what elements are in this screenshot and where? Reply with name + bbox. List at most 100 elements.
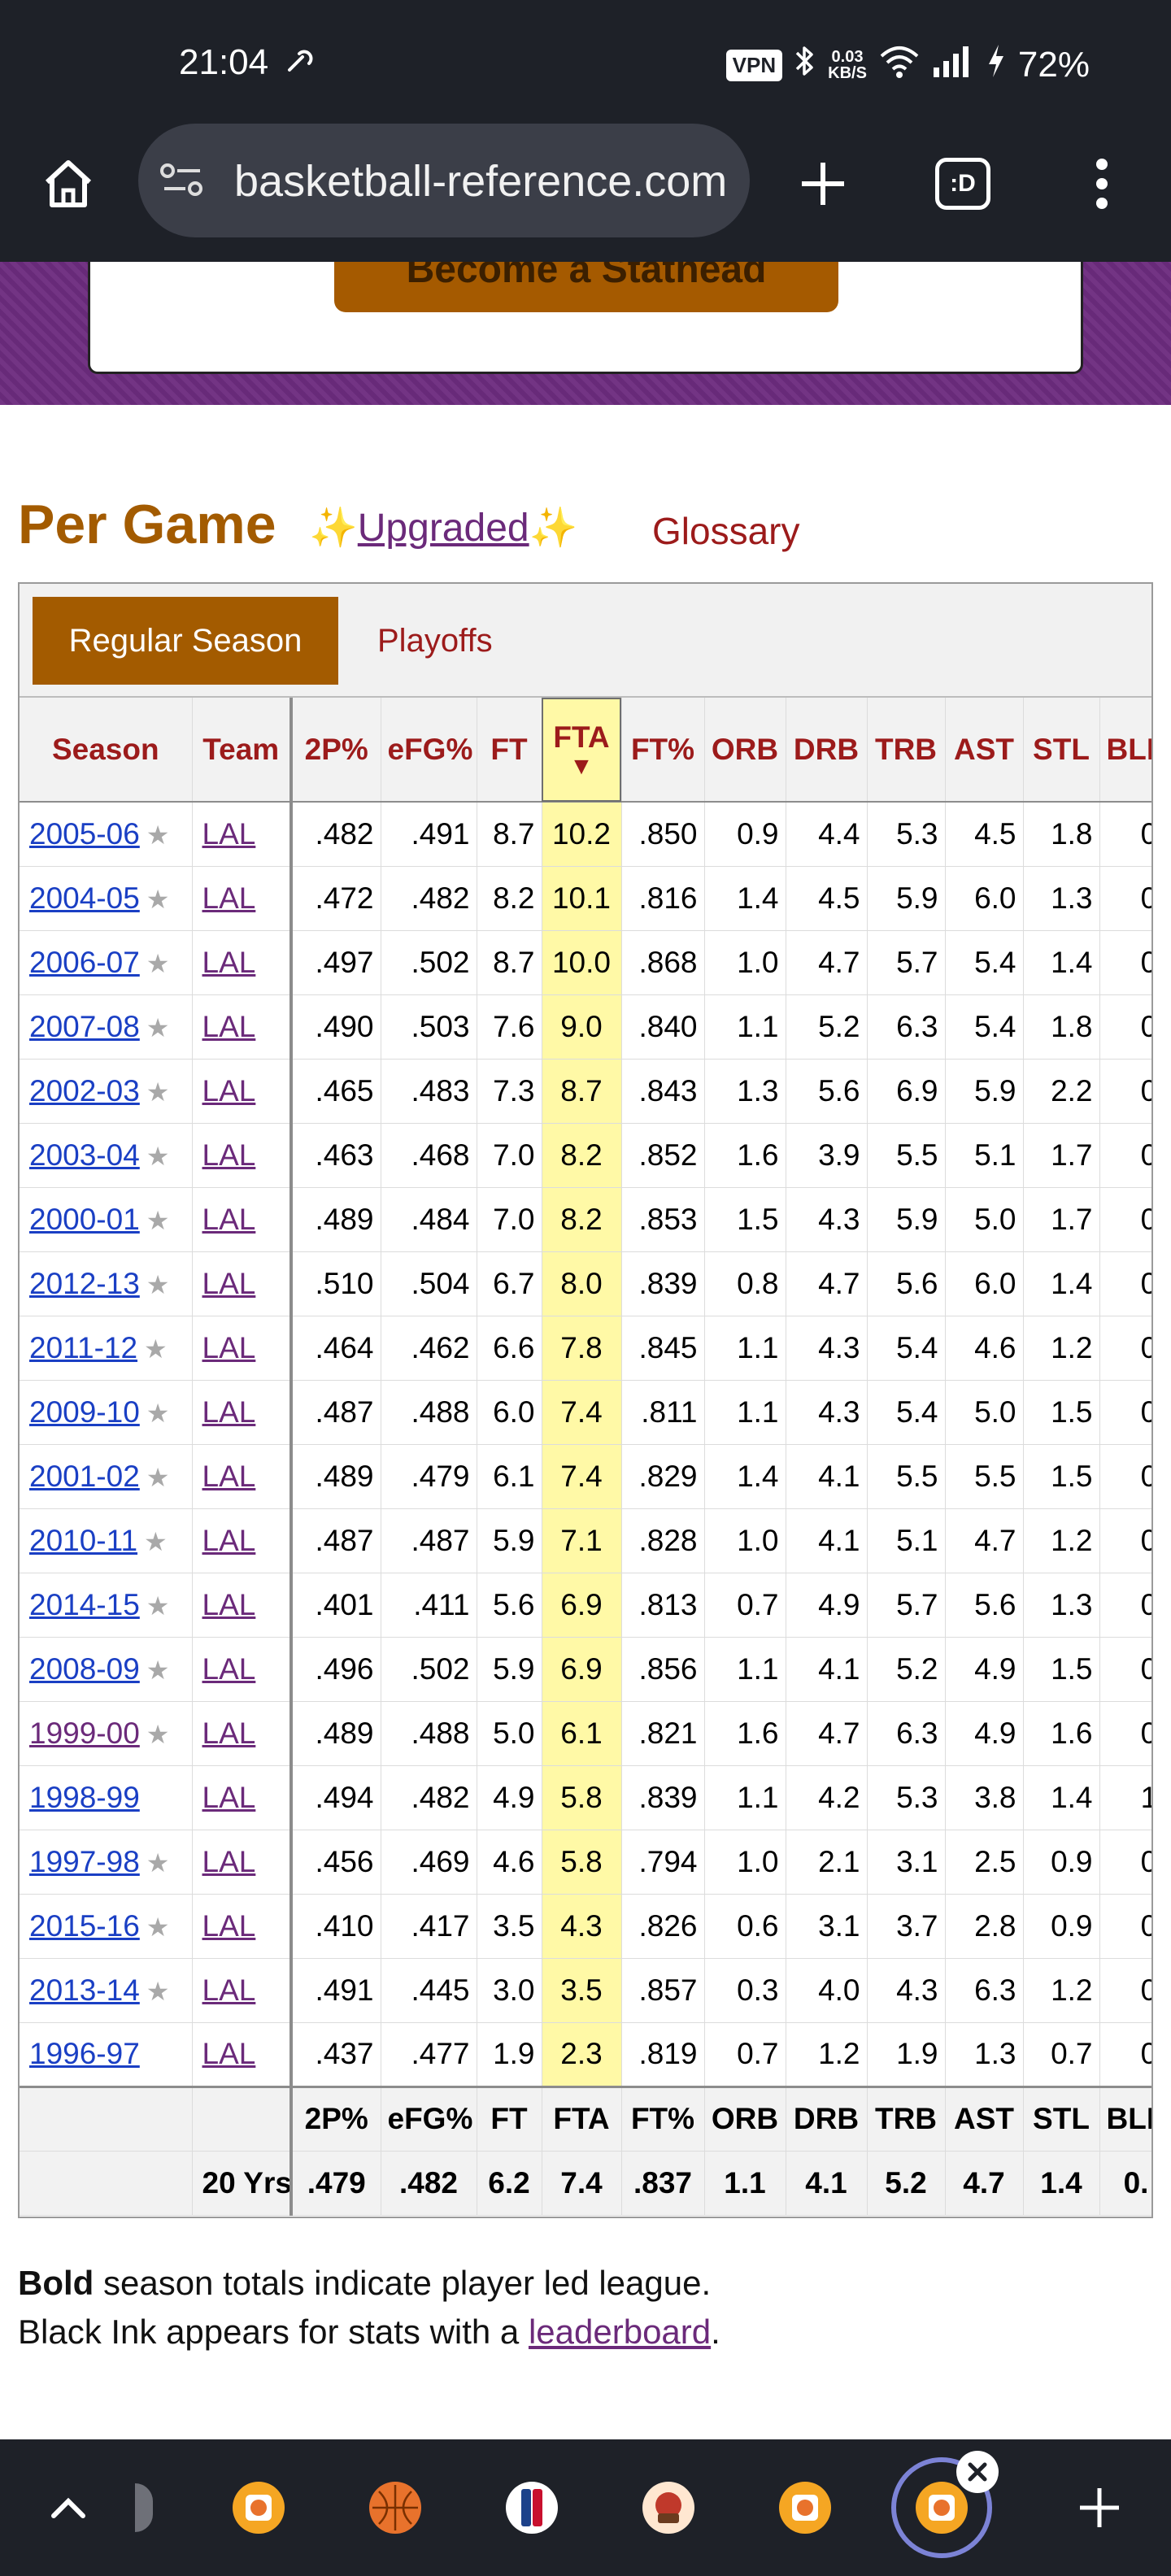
partial-tab-icon[interactable] [135,2483,153,2532]
stat-cell-ft: 7.3 [477,1059,542,1124]
season-link[interactable]: 2004-05 [29,881,140,915]
season-link[interactable]: 1999-00 [29,1716,140,1750]
season-link[interactable]: 2005-06 [29,816,140,851]
team-link[interactable]: LAL [202,1266,256,1300]
col-stl[interactable]: STL [1023,698,1100,803]
team-link[interactable]: LAL [202,1459,256,1493]
stat-cell-ast: 3.8 [945,1765,1024,1830]
col-trb[interactable]: TRB [867,698,946,803]
leaderboard-link[interactable]: leaderboard [528,2313,712,2351]
stat-cell-stl: 1.8 [1023,994,1100,1060]
chevron-up-icon[interactable] [46,2485,91,2535]
col-orb[interactable]: ORB [704,698,786,803]
season-link[interactable]: 2012-13 [29,1266,140,1300]
team-cell: LAL [192,1187,293,1252]
close-tab-button[interactable] [956,2451,999,2493]
stat-cell-fta: 8.2 [542,1187,622,1252]
season-link[interactable]: 2011-12 [29,1330,138,1364]
team-cell: LAL [192,802,293,867]
season-link[interactable]: 2013-14 [29,1973,140,2007]
url-text[interactable]: basketball-reference.com [234,157,728,206]
per-game-table-container[interactable]: Regular Season Playoffs Season Team 2P% … [18,582,1153,2218]
col-drb[interactable]: DRB [786,698,868,803]
season-link[interactable]: 1997-98 [29,1844,140,1878]
home-button[interactable] [36,151,101,216]
upgraded-link[interactable]: Upgraded [357,507,529,550]
col-ft-pct[interactable]: FT% [621,698,705,803]
cafe-favicon[interactable] [642,2482,694,2534]
glossary-link[interactable]: Glossary [652,510,800,552]
team-link[interactable]: LAL [202,1587,256,1621]
season-link[interactable]: 2010-11 [29,1523,138,1557]
col-blk[interactable]: BLK [1099,698,1151,803]
stat-cell-ft: 3.5 [477,1894,542,1959]
team-link[interactable]: LAL [202,1716,256,1750]
col-efg-pct[interactable]: eFG% [381,698,477,803]
season-link[interactable]: 2008-09 [29,1651,140,1686]
become-stathead-button[interactable]: Become a Stathead [334,262,838,312]
team-link[interactable]: LAL [202,1138,256,1172]
stat-cell-efg-pct: .488 [381,1701,477,1766]
season-cell: 2011-12 ★ [20,1316,193,1381]
team-link[interactable]: LAL [202,1330,256,1364]
team-link[interactable]: LAL [202,1908,256,1943]
promo-banner: Become a Stathead [0,262,1171,405]
col-season[interactable]: Season [20,698,193,803]
basketball-reference-favicon-active[interactable] [916,2482,968,2534]
season-link[interactable]: 2015-16 [29,1908,140,1943]
site-settings-icon[interactable] [158,159,207,204]
season-link[interactable]: 2006-07 [29,945,140,979]
sports-reference-favicon[interactable] [233,2482,285,2534]
col-ft[interactable]: FT [477,698,542,803]
col-2p-pct[interactable]: 2P% [291,698,381,803]
season-link[interactable]: 2000-01 [29,1202,140,1236]
nba-favicon[interactable] [506,2482,558,2534]
stat-cell-stl: 1.4 [1023,1251,1100,1316]
team-link[interactable]: LAL [202,1009,256,1043]
tab-playoffs[interactable]: Playoffs [377,623,493,659]
season-link[interactable]: 2002-03 [29,1073,140,1107]
col-team[interactable]: Team [192,698,293,803]
status-time: 21:04 [179,42,269,82]
season-link[interactable]: 2014-15 [29,1587,140,1621]
stat-cell-fg2-pct: .496 [291,1637,381,1702]
season-link[interactable]: 2007-08 [29,1009,140,1043]
tab-switcher-button[interactable]: :D [935,158,990,210]
stat-cell-ast: 4.9 [945,1637,1024,1702]
season-link[interactable]: 1998-99 [29,1780,140,1814]
season-link[interactable]: 2009-10 [29,1395,140,1429]
team-link[interactable]: LAL [202,1780,256,1814]
team-link[interactable]: LAL [202,1395,256,1429]
season-link[interactable]: 2001-02 [29,1459,140,1493]
basketball-reference-favicon[interactable] [779,2482,831,2534]
active-tab-ring[interactable] [891,2457,992,2558]
add-tab-icon[interactable] [1075,2483,1124,2536]
new-tab-button[interactable] [790,151,855,216]
stat-cell-ft-pct: .839 [621,1765,705,1830]
team-link[interactable]: LAL [202,1073,256,1107]
stat-cell-trb: 5.3 [867,802,946,867]
season-link[interactable]: 1996-97 [29,2037,140,2070]
team-link[interactable]: LAL [202,881,256,915]
stat-cell-orb: 1.1 [704,994,786,1060]
team-link[interactable]: LAL [202,1202,256,1236]
col-ast[interactable]: AST [945,698,1024,803]
status-indicators: VPN 0.03 KB/S 72% [725,41,1090,89]
basketball-favicon[interactable] [369,2482,421,2534]
team-link[interactable]: LAL [202,816,256,851]
stat-cell-ft-pct: .826 [621,1894,705,1959]
team-link[interactable]: LAL [202,1973,256,2007]
team-link[interactable]: LAL [202,945,256,979]
team-link[interactable]: LAL [202,1651,256,1686]
season-link[interactable]: 2003-04 [29,1138,140,1172]
team-link[interactable]: LAL [202,1523,256,1557]
stat-cell-blk: 0. [1099,1187,1151,1252]
stat-cell-blk: 0. [1099,1444,1151,1509]
col-fta[interactable]: FTA ▼ [542,698,622,803]
browser-menu-button[interactable] [1073,151,1130,216]
address-bar[interactable]: basketball-reference.com [138,124,750,237]
stat-cell-orb: 1.6 [704,1123,786,1188]
tab-regular-season[interactable]: Regular Season [33,597,338,685]
team-link[interactable]: LAL [202,1844,256,1878]
team-link[interactable]: LAL [202,2037,256,2070]
